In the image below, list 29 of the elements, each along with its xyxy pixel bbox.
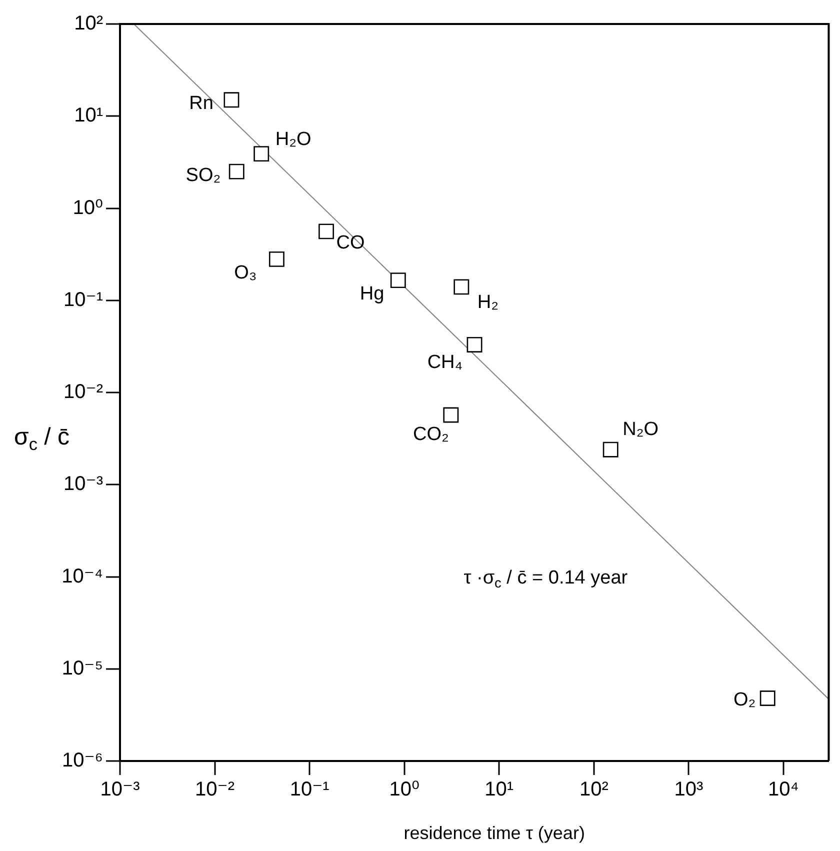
y-tick-label: 10⁻⁴: [62, 565, 103, 588]
annotation: H₂: [477, 292, 499, 314]
x-tick-label: 10⁻²: [195, 778, 235, 801]
annotation: Hg: [360, 284, 384, 305]
annotation: H₂O: [275, 129, 312, 150]
annotation: O₃: [234, 262, 257, 284]
annotation: CH₄: [427, 352, 463, 373]
x-tick-label: 10³: [674, 778, 704, 801]
x-tick-label: 10²: [579, 778, 609, 801]
y-tick-label: 10¹: [74, 104, 104, 127]
y-tick-label: 10⁻²: [64, 381, 104, 404]
x-tick-label: 10⁻¹: [290, 778, 330, 801]
x-tick-label: 10⁴: [768, 778, 799, 801]
annotation: SO₂: [186, 164, 221, 186]
y-tick-label: 10⁻⁶: [62, 750, 103, 772]
y-tick-label: 10⁻¹: [64, 288, 104, 311]
x-tick-label: 10¹: [484, 778, 514, 801]
x-tick-label: 10⁰: [389, 778, 420, 801]
annotation: N₂O: [622, 418, 658, 440]
x-axis-title: residence time τ (year): [404, 822, 585, 843]
x-tick-label: 10⁻³: [100, 778, 140, 801]
y-tick-label: 10²: [74, 12, 104, 35]
y-tick-label: 10⁻³: [64, 473, 104, 496]
y-tick-label: 10⁰: [72, 196, 103, 219]
annotation: CO: [336, 232, 365, 254]
annotation: CO₂: [413, 424, 449, 446]
y-tick-label: 10⁻⁵: [62, 657, 103, 680]
annotation: Rn: [189, 93, 214, 114]
annotation: O₂: [733, 689, 756, 710]
